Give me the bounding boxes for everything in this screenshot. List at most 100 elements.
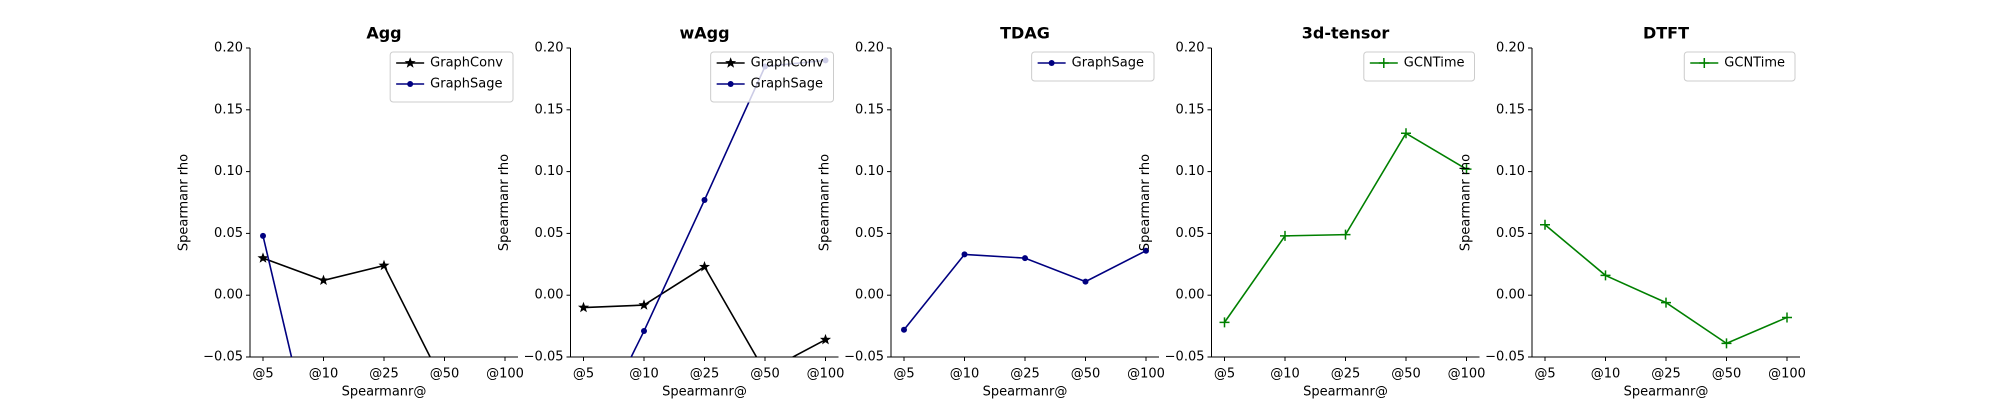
y-tick-label: 0.15 xyxy=(1176,102,1205,117)
y-tick-label: −0.05 xyxy=(203,350,243,365)
x-tick-label: @25 xyxy=(690,367,720,382)
legend-label: GraphConv xyxy=(751,56,824,71)
x-tick-label: @10 xyxy=(1270,367,1300,382)
legend-label: GraphSage xyxy=(430,77,502,92)
marker xyxy=(638,299,650,310)
x-tick-label: @100 xyxy=(1127,367,1165,382)
x-axis-label: Spearmanr@ xyxy=(1303,385,1388,400)
x-tick-label: @25 xyxy=(1010,367,1040,382)
marker xyxy=(257,252,269,263)
marker xyxy=(1461,164,1472,175)
y-axis-label: Spearmanr rho xyxy=(177,154,192,251)
x-tick-label: @10 xyxy=(1591,367,1621,382)
marker xyxy=(378,259,390,271)
y-tick-label: 0.20 xyxy=(214,41,243,56)
x-tick-label: @10 xyxy=(950,367,980,382)
series-line xyxy=(583,265,826,357)
x-axis-label: Spearmanr@ xyxy=(662,385,747,400)
marker xyxy=(1219,317,1230,328)
marker xyxy=(577,301,590,313)
y-axis-label: Spearmanr rho xyxy=(818,154,833,251)
y-tick-label: 0.10 xyxy=(535,164,564,179)
y-tick-label: 0.10 xyxy=(1176,164,1205,179)
y-tick-label: 0.00 xyxy=(1176,288,1205,303)
subplot: 3d-tensor Spearmanr@ Spearmanr rho −0.05 0.0… xyxy=(1138,24,1485,400)
legend-label: GraphSage xyxy=(1072,56,1144,71)
x-tick-label: @50 xyxy=(750,367,780,382)
y-tick-label: 0.20 xyxy=(855,41,884,56)
plot-area xyxy=(1540,219,1792,349)
subplot: Agg Spearmanr@ Spearmanr rho −0.05 0.00 0.05 0… xyxy=(177,24,524,400)
legend-box xyxy=(1683,51,1796,82)
series-line xyxy=(262,257,432,357)
x-tick-label: @25 xyxy=(369,367,399,382)
subplot-title: TDAG xyxy=(1000,24,1050,43)
x-tick-label: @5 xyxy=(573,367,594,382)
legend-marker xyxy=(1699,58,1710,68)
x-tick-label: @5 xyxy=(1214,367,1235,382)
legend-marker xyxy=(725,57,737,68)
y-tick-label: 0.05 xyxy=(1176,226,1205,241)
x-tick-label: @25 xyxy=(1651,367,1681,382)
y-tick-label: 0.15 xyxy=(1496,102,1525,117)
legend: GCNTime xyxy=(1363,51,1475,82)
subplot-title: DTFT xyxy=(1643,24,1689,43)
y-tick-label: 0.10 xyxy=(855,164,884,179)
y-tick-label: −0.05 xyxy=(844,350,884,365)
marker xyxy=(260,232,266,239)
legend-box xyxy=(710,51,834,103)
legend-marker xyxy=(1048,60,1055,66)
marker xyxy=(1340,229,1351,240)
marker xyxy=(819,333,832,345)
y-tick-label: 0.05 xyxy=(1496,226,1525,241)
plot-area xyxy=(577,57,832,357)
x-tick-label: @50 xyxy=(1712,367,1742,382)
legend-box xyxy=(1031,51,1155,82)
y-axis-label: Spearmanr rho xyxy=(497,154,512,251)
y-tick-label: −0.05 xyxy=(1485,350,1525,365)
y-tick-label: 0.05 xyxy=(535,226,564,241)
y-tick-label: 0.10 xyxy=(214,164,243,179)
x-axis-label: Spearmanr@ xyxy=(1624,385,1709,400)
x-tick-label: @50 xyxy=(1071,367,1101,382)
legend-label: GraphSage xyxy=(751,77,823,92)
y-tick-label: 0.20 xyxy=(1176,41,1205,56)
legend-marker xyxy=(404,57,416,68)
x-tick-label: @100 xyxy=(807,367,845,382)
legend: GCNTime xyxy=(1683,51,1796,82)
x-tick-label: @10 xyxy=(309,367,339,382)
series-line xyxy=(903,249,1147,331)
x-tick-label: @10 xyxy=(629,367,659,382)
legend: GraphConv GraphSage xyxy=(389,51,514,103)
plot-area xyxy=(1219,128,1472,328)
marker xyxy=(1782,312,1792,323)
x-tick-label: @100 xyxy=(1768,367,1806,382)
legend-marker xyxy=(727,81,734,87)
y-tick-label: 0.00 xyxy=(214,288,243,303)
marker xyxy=(1661,297,1671,308)
series-line xyxy=(262,235,293,357)
y-tick-label: 0.20 xyxy=(1496,41,1525,56)
x-tick-label: @5 xyxy=(252,367,273,382)
marker xyxy=(1143,247,1149,254)
legend-label: GCNTime xyxy=(1724,56,1785,71)
legend-label: GCNTime xyxy=(1404,56,1465,71)
marker xyxy=(1401,128,1411,139)
subplot: wAgg Spearmanr@ Spearmanr rho −0.05 0.00 0.05… xyxy=(497,24,844,400)
y-tick-label: 0.00 xyxy=(1496,288,1525,303)
y-tick-label: −0.05 xyxy=(524,350,564,365)
y-tick-label: 0.15 xyxy=(214,102,243,117)
legend-label: GraphConv xyxy=(430,56,503,71)
x-tick-label: @100 xyxy=(1448,367,1486,382)
marker xyxy=(1280,230,1290,241)
marker xyxy=(961,251,968,258)
y-tick-label: 0.00 xyxy=(535,288,564,303)
y-tick-label: 0.15 xyxy=(855,102,884,117)
series-line xyxy=(1223,132,1467,323)
y-axis-label: Spearmanr rho xyxy=(1138,154,1153,251)
marker xyxy=(317,274,330,286)
y-tick-label: 0.05 xyxy=(855,226,884,241)
marker xyxy=(641,328,647,335)
y-tick-label: −0.05 xyxy=(1165,350,1205,365)
